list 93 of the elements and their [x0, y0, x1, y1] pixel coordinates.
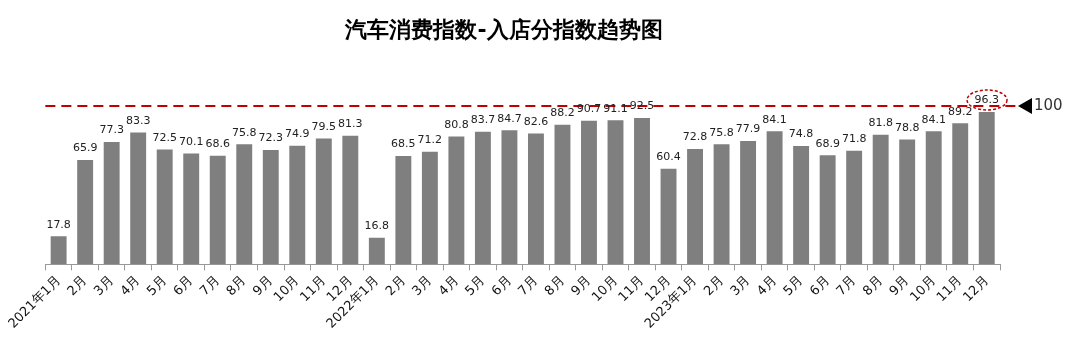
bar: [766, 131, 783, 265]
x-tick-label: 7月: [833, 272, 859, 299]
bar: [262, 149, 279, 265]
x-tick-label: 2月: [64, 272, 90, 299]
data-label: 74.9: [285, 127, 310, 141]
bar: [209, 155, 226, 265]
bar: [315, 138, 332, 265]
x-tick-label: 5月: [461, 272, 488, 299]
bar: [899, 139, 916, 265]
x-tick-label: 2月: [382, 272, 408, 299]
data-label: 89.2: [947, 104, 973, 118]
x-tick-label: 4月: [753, 272, 780, 299]
data-label: 83.3: [125, 113, 151, 127]
x-tick-label: 7月: [514, 272, 541, 299]
data-label: 77.3: [99, 123, 124, 137]
bar: [156, 149, 173, 265]
bar: [687, 149, 703, 265]
x-tick-label: 8月: [541, 272, 567, 299]
data-label: 71.8: [841, 132, 867, 146]
x-tick-label: 2月: [700, 272, 727, 299]
x-tick-label: 8月: [859, 272, 886, 299]
bar: [236, 144, 253, 265]
bar: [77, 160, 94, 265]
x-tick-label: 8月: [223, 272, 249, 299]
data-label: 84.1: [762, 112, 787, 126]
x-tick-label: 7月: [196, 272, 223, 299]
bar: [103, 141, 120, 265]
data-label: 17.8: [46, 217, 71, 231]
data-label: 81.3: [338, 117, 363, 131]
bar: [660, 168, 677, 265]
data-label: 82.6: [523, 114, 549, 128]
x-tick-label: 3月: [726, 272, 753, 299]
data-label: 74.8: [788, 127, 814, 141]
chart-title: 汽车消费指数-入店分指数趋势图: [344, 16, 663, 42]
bar: [130, 132, 147, 265]
bar: [581, 120, 597, 265]
bar: [50, 236, 67, 265]
data-label: 68.6: [205, 137, 230, 151]
bar: [342, 135, 359, 265]
data-label: 16.8: [364, 219, 390, 233]
bar: [183, 153, 200, 265]
bar: [527, 133, 544, 265]
x-tick-label: 3月: [90, 272, 117, 299]
data-label: 83.7: [470, 113, 496, 127]
data-label: 81.8: [868, 116, 893, 130]
bar: [846, 150, 863, 265]
bar: [952, 123, 969, 265]
data-label: 70.1: [178, 134, 204, 148]
data-label: 75.8: [709, 125, 734, 139]
bar: [925, 131, 942, 265]
bar: [634, 117, 650, 265]
data-label: 78.8: [894, 120, 920, 134]
data-label: 77.9: [735, 122, 761, 136]
x-tick-label: 6月: [806, 272, 833, 299]
data-label: 84.7: [497, 111, 522, 125]
x-tick-label: 4月: [117, 272, 143, 299]
data-label: 72.8: [682, 130, 708, 144]
data-label: 65.9: [72, 141, 98, 155]
x-tick-label: 6月: [488, 272, 514, 299]
data-label: 79.5: [311, 119, 337, 133]
bar: [368, 237, 385, 265]
data-label: 92.5: [629, 99, 655, 113]
bar: [978, 111, 995, 265]
bar: [448, 136, 465, 265]
ref-line-label: 100: [1034, 95, 1063, 114]
bar: [501, 130, 518, 265]
data-label: 72.5: [152, 130, 177, 144]
x-tick-label: 6月: [170, 272, 196, 299]
data-label: 88.2: [550, 106, 575, 120]
bar: [607, 120, 624, 265]
data-label: 72.3: [258, 131, 284, 145]
data-label: 60.4: [656, 150, 681, 164]
bar: [395, 155, 412, 265]
bar: [793, 145, 810, 265]
x-tick-label: 5月: [143, 272, 170, 299]
bar: [474, 131, 491, 265]
bar: [819, 155, 836, 265]
x-tick-label: 5月: [779, 272, 806, 299]
x-tick-label: 4月: [435, 272, 461, 299]
data-label: 75.8: [232, 125, 257, 139]
bar: [421, 151, 438, 265]
bar: [713, 144, 730, 265]
data-label: 80.8: [444, 117, 469, 131]
bar: [289, 145, 306, 265]
bar: [872, 134, 889, 265]
data-label: 71.2: [417, 133, 443, 146]
data-label: 84.1: [921, 112, 946, 126]
data-label: 68.9: [815, 136, 840, 150]
bar: [554, 124, 571, 265]
bar: [740, 141, 757, 265]
data-label: 96.3: [974, 93, 999, 107]
x-tick-label: 3月: [408, 272, 435, 299]
data-label: 68.5: [391, 137, 416, 151]
